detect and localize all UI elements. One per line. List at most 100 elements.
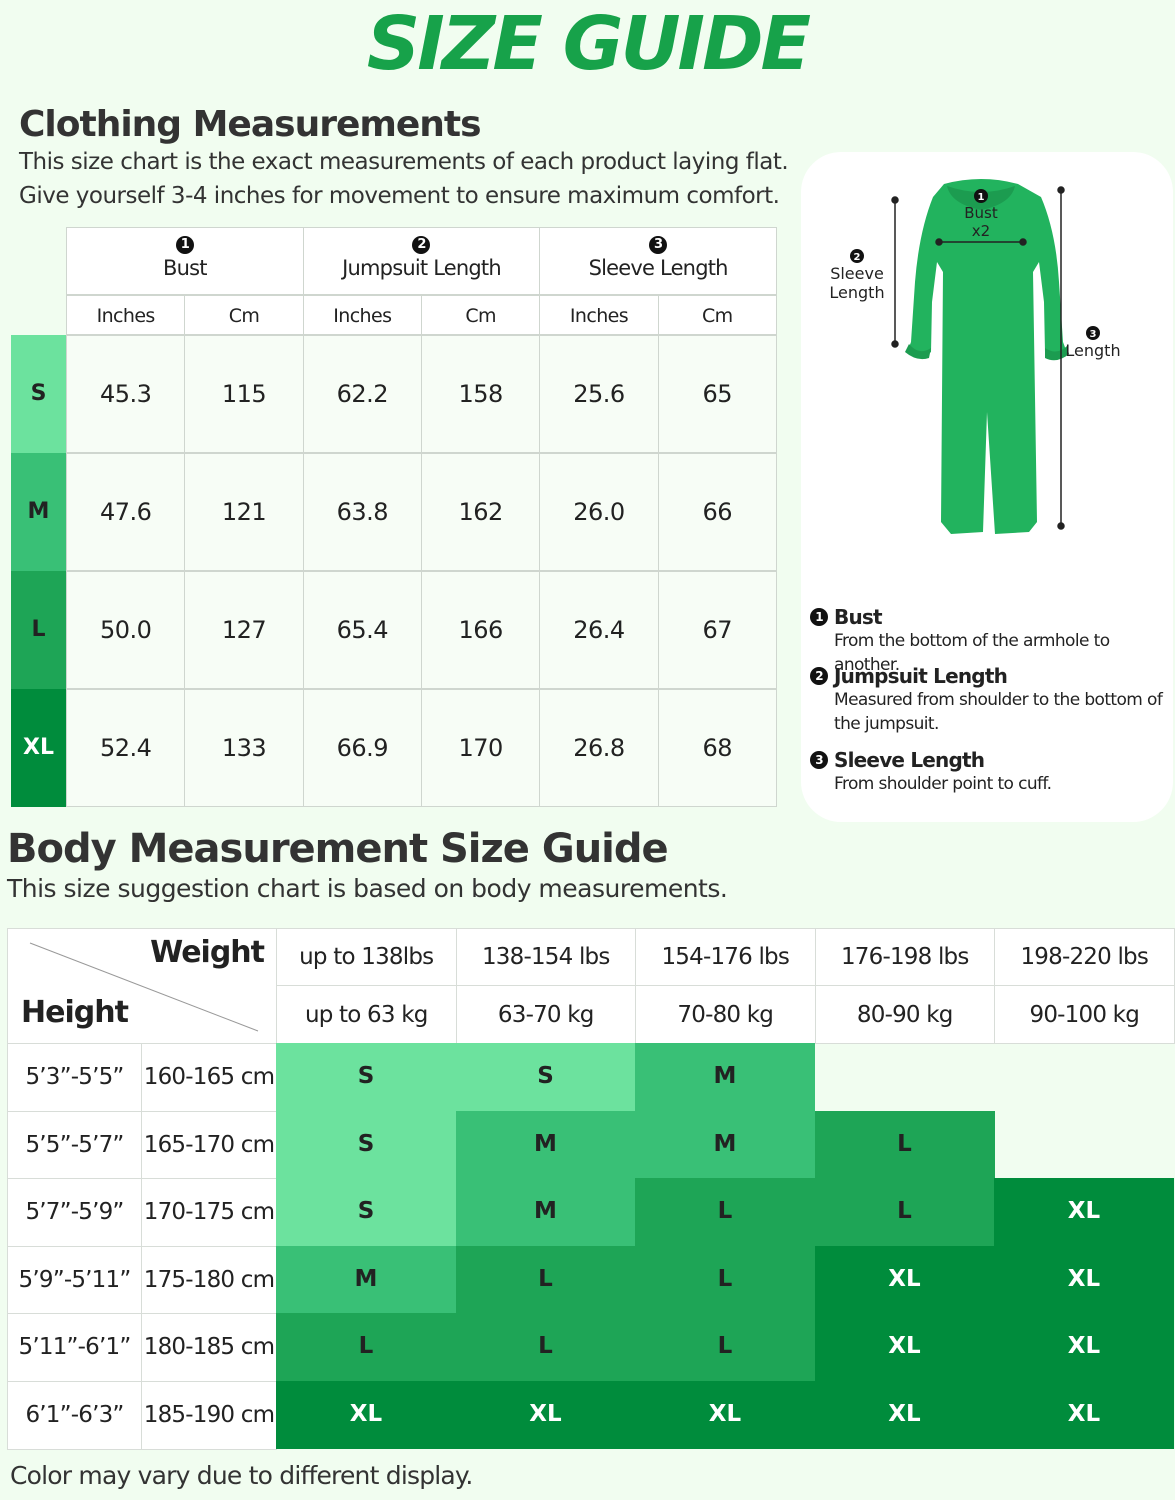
size-label-m: M xyxy=(11,453,66,571)
clothing-desc-line1: This size chart is the exact measurement… xyxy=(19,149,789,175)
bust-label: Bust xyxy=(964,204,998,222)
size-label-l: L xyxy=(11,571,66,689)
size-cell-m: M xyxy=(455,1110,636,1179)
measurement-cell: 47.6 xyxy=(66,453,186,571)
size-cell-l: L xyxy=(635,1313,815,1382)
page-title: SIZE GUIDE xyxy=(366,1,811,87)
measurement-cell: 50.0 xyxy=(66,571,186,689)
legend-description: From the bottom of the armhole to anothe… xyxy=(834,631,1110,675)
clothing-desc-line2: Give yourself 3-4 inches for movement to… xyxy=(19,183,780,209)
measurement-cell: 63.8 xyxy=(302,453,422,571)
weight-kg-header: up to 63 kg xyxy=(276,985,457,1044)
size-cell-l: L xyxy=(276,1313,456,1382)
height-cm-cell: 175-180 cm xyxy=(141,1245,277,1315)
unit-header: Cm xyxy=(184,295,304,335)
svg-text:2: 2 xyxy=(854,252,861,263)
height-ft-cell: 6’1”-6’3” xyxy=(7,1381,142,1450)
body-desc: This size suggestion chart is based on b… xyxy=(7,874,728,903)
sleeve-label-2: Length xyxy=(829,283,884,302)
measurement-cell: 45.3 xyxy=(66,335,186,453)
bust-marker-icon xyxy=(974,189,988,203)
size-cell-xl: XL xyxy=(276,1381,456,1450)
size-cell-l: L xyxy=(455,1313,636,1382)
measurement-cell: 67 xyxy=(657,571,777,689)
weight-lbs-header: up to 138lbs xyxy=(276,928,457,986)
size-cell-xl: XL xyxy=(994,1245,1174,1314)
weight-height-corner: Weight Height xyxy=(7,928,277,1044)
height-cm-cell: 170-175 cm xyxy=(141,1178,277,1247)
size-cell-l: L xyxy=(814,1178,995,1247)
weight-lbs-header: 138-154 lbs xyxy=(455,928,636,986)
measurement-cell: 170 xyxy=(420,689,541,807)
measurement-cell: 65.4 xyxy=(302,571,422,689)
legend-title: 1 Bust xyxy=(810,605,1175,629)
length-marker-icon xyxy=(1086,326,1100,340)
size-cell-m: M xyxy=(635,1110,815,1179)
unit-header: Cm xyxy=(657,295,777,335)
legend-description: Measured from shoulder to the bottom of xyxy=(834,690,1163,710)
height-cm-cell: 185-190 cm xyxy=(141,1381,277,1450)
legend-item-sleeve-length: 3 Sleeve Length From shoulder point to cuf… xyxy=(810,748,1052,796)
unit-header: Inches xyxy=(539,295,659,335)
unit-header: Cm xyxy=(420,295,541,335)
legend-title-text: Bust xyxy=(834,605,883,629)
legend-title: 2 Jumpsuit Length xyxy=(810,664,1162,688)
measurement-cell: 121 xyxy=(184,453,304,571)
measurement-cell: 166 xyxy=(420,571,541,689)
length-label: Length xyxy=(1065,341,1120,360)
svg-text:3: 3 xyxy=(1090,329,1097,340)
height-cm-cell: 165-170 cm xyxy=(141,1110,277,1180)
size-cell-l: L xyxy=(635,1245,815,1314)
header-jumpsuit-length: 2 Jumpsuit Length xyxy=(302,227,541,295)
height-cm-cell: 160-165 cm xyxy=(141,1043,277,1112)
header-label: Bust xyxy=(162,256,207,280)
measurement-cell: 26.4 xyxy=(539,571,659,689)
size-cell-l: L xyxy=(814,1110,995,1179)
unit-header: Inches xyxy=(66,295,186,335)
weight-lbs-header: 176-198 lbs xyxy=(814,928,995,986)
legend-description: the jumpsuit. xyxy=(834,714,939,734)
size-label-s: S xyxy=(11,335,66,453)
header-label: Sleeve Length xyxy=(588,256,729,280)
size-cell-xl: XL xyxy=(814,1313,995,1382)
size-label-xl: XL xyxy=(11,689,66,807)
size-cell-xl: XL xyxy=(635,1381,815,1450)
measurement-cell: 65 xyxy=(657,335,777,453)
height-cm-cell: 180-185 cm xyxy=(141,1313,277,1382)
measurement-cell: 25.6 xyxy=(539,335,659,453)
svg-text:1: 1 xyxy=(978,192,985,203)
jumpsuit-illustration xyxy=(905,179,1069,534)
measurement-cell: 66 xyxy=(657,453,777,571)
size-cell-m: M xyxy=(455,1178,636,1247)
size-cell-xl: XL xyxy=(814,1245,995,1314)
measurement-cell: 162 xyxy=(420,453,541,571)
legend-title-text: Sleeve Length xyxy=(834,748,985,772)
bust-x2-label: x2 xyxy=(972,222,990,240)
weight-label: Weight xyxy=(150,935,265,970)
clothing-measurement-table: 1 Bust 2 Jumpsuit Length 3 Sleeve Length Inche… xyxy=(11,227,777,808)
number-2-icon: 2 xyxy=(412,236,431,254)
measurement-cell: 127 xyxy=(184,571,304,689)
weight-lbs-header: 154-176 lbs xyxy=(635,928,816,986)
weight-kg-header: 70-80 kg xyxy=(635,985,816,1044)
measurement-cell: 133 xyxy=(184,689,304,807)
body-heading: Body Measurement Size Guide xyxy=(7,826,669,872)
diagonal-divider xyxy=(29,942,259,1032)
jumpsuit-diagram: 1 Bust x2 2 Sleeve Length 3 Length xyxy=(829,179,1121,534)
legend-title: 3 Sleeve Length xyxy=(810,748,1051,772)
measurement-cell: 52.4 xyxy=(66,689,186,807)
size-cell-xl: XL xyxy=(455,1381,636,1450)
measurement-cell: 115 xyxy=(184,335,304,453)
legend-description: From shoulder point to cuff. xyxy=(834,774,1052,794)
number-3-icon: 3 xyxy=(810,751,828,769)
weight-kg-header: 90-100 kg xyxy=(994,985,1175,1044)
header-bust: 1 Bust xyxy=(66,227,304,295)
size-cell-l: L xyxy=(455,1245,636,1314)
size-cell-xl: XL xyxy=(814,1381,995,1450)
sleeve-label-1: Sleeve xyxy=(830,264,884,283)
measurement-cell: 62.2 xyxy=(302,335,422,453)
clothing-heading: Clothing Measurements xyxy=(19,104,482,145)
height-ft-cell: 5’9”-5’11” xyxy=(7,1245,142,1315)
height-ft-cell: 5’3”-5’5” xyxy=(7,1043,142,1112)
height-ft-cell: 5’5”-5’7” xyxy=(7,1110,142,1180)
